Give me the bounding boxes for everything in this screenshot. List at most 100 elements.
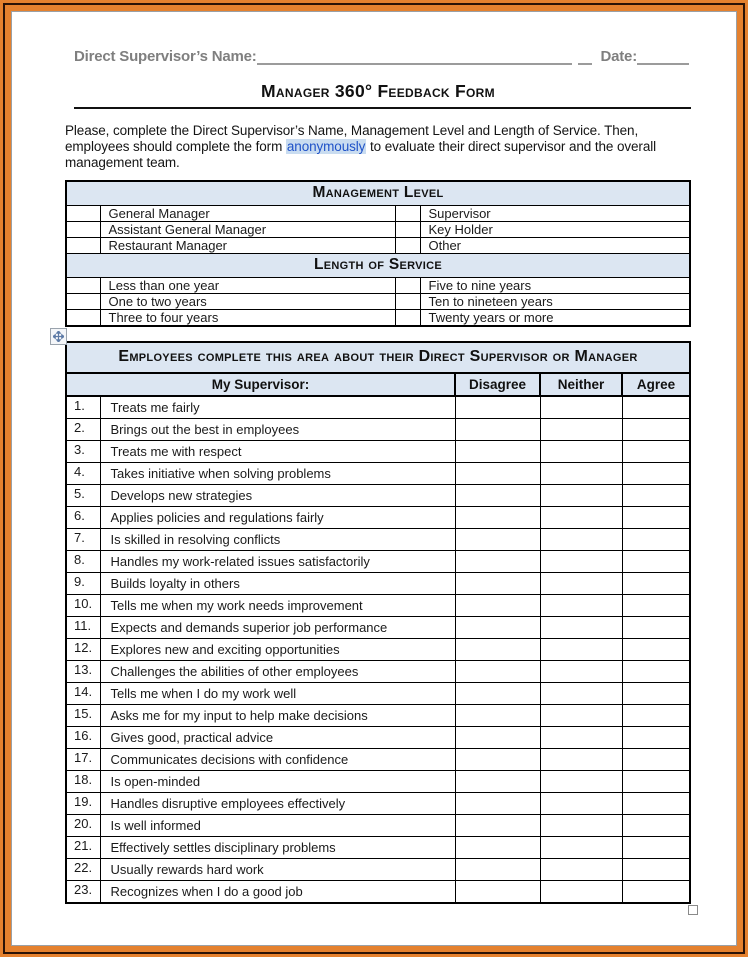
answer-cell-neither[interactable] [539,527,623,551]
option-checkbox-cell[interactable] [65,236,101,254]
answer-cell-disagree[interactable] [454,703,541,727]
answer-cell-disagree[interactable] [454,681,541,705]
table-row: 8. Handles my work-related issues satisfa… [65,549,691,573]
answer-cell-neither[interactable] [539,549,623,573]
answer-cell-disagree[interactable] [454,527,541,551]
date-blank[interactable] [637,49,689,65]
answer-cell-agree[interactable] [621,549,691,573]
answer-cell-neither[interactable] [539,461,623,485]
answer-cell-disagree[interactable] [454,857,541,881]
answer-cell-disagree[interactable] [454,571,541,595]
answer-cell-agree[interactable] [621,659,691,683]
option-checkbox-cell[interactable] [394,220,421,238]
answer-cell-agree[interactable] [621,593,691,617]
answer-cell-agree[interactable] [621,417,691,441]
answer-cell-neither[interactable] [539,769,623,793]
survey-table: Employees complete this area about their… [65,340,691,904]
answer-cell-agree[interactable] [621,439,691,463]
answer-cell-disagree[interactable] [454,549,541,573]
answer-cell-agree[interactable] [621,703,691,727]
page-border-dark-line: Direct Supervisor’s Name: Date: Manager … [3,3,745,954]
answer-cell-disagree[interactable] [454,395,541,419]
table-row: Assistant General Manager Key Holder [65,220,691,238]
answer-cell-neither[interactable] [539,593,623,617]
option-checkbox-cell[interactable] [394,276,421,294]
answer-cell-disagree[interactable] [454,593,541,617]
answer-cell-neither[interactable] [539,703,623,727]
answer-cell-disagree[interactable] [454,461,541,485]
survey-section-header: Employees complete this area about their… [65,341,691,374]
answer-cell-disagree[interactable] [454,747,541,771]
answer-cell-agree[interactable] [621,791,691,815]
answer-cell-neither[interactable] [539,483,623,507]
supervisor-name-blank-segment[interactable] [578,49,593,65]
answer-cell-disagree[interactable] [454,659,541,683]
option-label: General Manager [99,204,396,222]
management-level-table: Management Level General Manager Supervi… [65,179,691,327]
answer-cell-agree[interactable] [621,483,691,507]
answer-cell-agree[interactable] [621,395,691,419]
answer-cell-neither[interactable] [539,791,623,815]
answer-cell-neither[interactable] [539,637,623,661]
answer-cell-neither[interactable] [539,725,623,749]
answer-cell-disagree[interactable] [454,835,541,859]
item-number: 4. [65,461,101,485]
answer-cell-agree[interactable] [621,857,691,881]
answer-cell-agree[interactable] [621,505,691,529]
answer-cell-disagree[interactable] [454,879,541,904]
answer-cell-agree[interactable] [621,747,691,771]
answer-cell-agree[interactable] [621,461,691,485]
answer-cell-disagree[interactable] [454,505,541,529]
item-statement: Gives good, practical advice [99,725,456,749]
answer-cell-agree[interactable] [621,769,691,793]
answer-cell-disagree[interactable] [454,417,541,441]
answer-cell-agree[interactable] [621,835,691,859]
answer-cell-neither[interactable] [539,615,623,639]
option-checkbox-cell[interactable] [394,204,421,222]
option-checkbox-cell[interactable] [65,204,101,222]
answer-cell-neither[interactable] [539,681,623,705]
answer-cell-neither[interactable] [539,879,623,904]
option-checkbox-cell[interactable] [65,220,101,238]
answer-cell-neither[interactable] [539,857,623,881]
answer-cell-disagree[interactable] [454,615,541,639]
item-number: 17. [65,747,101,771]
option-checkbox-cell[interactable] [65,276,101,294]
answer-cell-agree[interactable] [621,527,691,551]
option-checkbox-cell[interactable] [394,308,421,327]
answer-cell-agree[interactable] [621,725,691,749]
answer-cell-disagree[interactable] [454,769,541,793]
answer-cell-agree[interactable] [621,571,691,595]
answer-cell-neither[interactable] [539,439,623,463]
option-label: Ten to nineteen years [419,292,691,310]
table-resize-handle[interactable] [688,904,698,915]
answer-cell-neither[interactable] [539,417,623,441]
answer-cell-agree[interactable] [621,681,691,705]
option-checkbox-cell[interactable] [65,308,101,327]
answer-cell-disagree[interactable] [454,483,541,507]
item-statement: Challenges the abilities of other employ… [99,659,456,683]
answer-cell-neither[interactable] [539,571,623,595]
answer-cell-agree[interactable] [621,813,691,837]
answer-cell-disagree[interactable] [454,791,541,815]
table-row: 9. Builds loyalty in others [65,571,691,595]
answer-cell-neither[interactable] [539,747,623,771]
answer-cell-disagree[interactable] [454,725,541,749]
option-checkbox-cell[interactable] [65,292,101,310]
supervisor-name-blank[interactable] [256,49,573,65]
answer-cell-neither[interactable] [539,659,623,683]
answer-cell-agree[interactable] [621,637,691,661]
option-checkbox-cell[interactable] [394,236,421,254]
answer-cell-neither[interactable] [539,395,623,419]
answer-cell-neither[interactable] [539,835,623,859]
option-checkbox-cell[interactable] [394,292,421,310]
answer-cell-agree[interactable] [621,879,691,904]
table-move-handle-icon[interactable] [50,327,67,345]
answer-cell-neither[interactable] [539,505,623,529]
intro-text-after: to evaluate their direct supervisor and … [65,139,657,171]
answer-cell-disagree[interactable] [454,637,541,661]
answer-cell-neither[interactable] [539,813,623,837]
answer-cell-agree[interactable] [621,615,691,639]
answer-cell-disagree[interactable] [454,439,541,463]
answer-cell-disagree[interactable] [454,813,541,837]
